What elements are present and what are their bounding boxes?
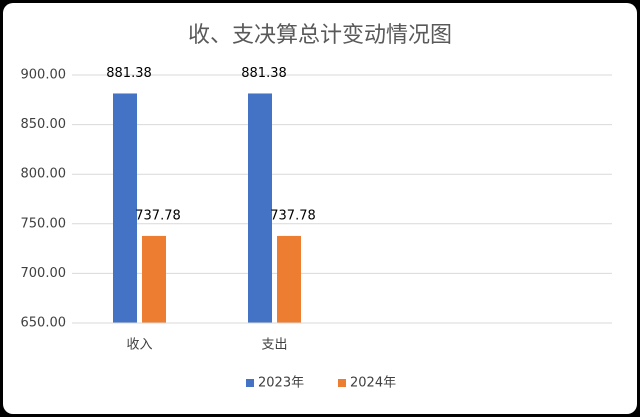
y-tick-label: 700.00: [21, 266, 67, 281]
bar: [248, 93, 272, 323]
chart-title: 收、支决算总计变动情况图: [188, 23, 452, 48]
legend-swatch: [246, 379, 254, 387]
data-label: 737.78: [135, 208, 181, 223]
legend-swatch: [338, 379, 346, 387]
y-tick-label: 750.00: [21, 216, 67, 231]
data-label: 881.38: [241, 66, 287, 81]
y-tick-label: 650.00: [21, 316, 67, 331]
y-tick-label: 850.00: [21, 117, 67, 132]
data-label: 737.78: [270, 208, 316, 223]
y-tick-label: 900.00: [21, 68, 67, 83]
legend-label: 2024年: [350, 376, 396, 391]
x-tick-label: 收入: [126, 338, 152, 353]
y-tick-label: 800.00: [21, 167, 67, 182]
legend-label: 2023年: [258, 376, 304, 391]
chart-background: [3, 3, 637, 414]
x-tick-label: 支出: [261, 338, 287, 353]
data-label: 881.38: [106, 66, 152, 81]
bar: [277, 235, 301, 323]
bar: [113, 93, 137, 323]
bar: [142, 235, 166, 323]
